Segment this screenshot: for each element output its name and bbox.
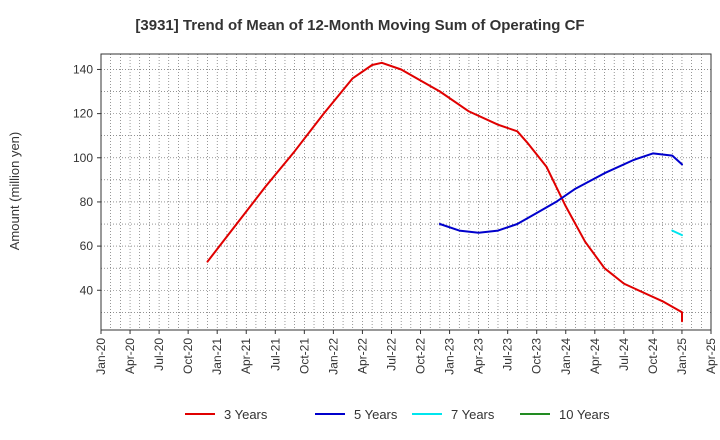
series-line-3-years	[206, 61, 683, 323]
series-lines	[206, 61, 683, 323]
x-tick-label: Jul-22	[384, 338, 398, 371]
y-tick-label: 60	[80, 239, 94, 253]
x-tick-label: Jul-21	[268, 338, 282, 371]
y-tick-label: 120	[73, 107, 93, 121]
x-tick-label: Oct-23	[530, 338, 544, 374]
x-tick-label: Jan-23	[443, 338, 457, 375]
x-tick-label: Apr-25	[704, 338, 718, 374]
chart-title: [3931] Trend of Mean of 12-Month Moving …	[135, 17, 584, 34]
legend-label: 7 Years	[451, 407, 495, 422]
y-tick-label: 100	[73, 151, 93, 165]
legend-label: 3 Years	[224, 407, 268, 422]
x-tick-label: Jul-23	[501, 338, 515, 371]
x-tick-label: Jan-20	[94, 338, 108, 375]
x-tick-label: Jul-20	[152, 338, 166, 371]
x-tick-label: Oct-24	[646, 338, 660, 374]
legend: 3 Years 5 Years 7 Years 10 Years	[185, 407, 610, 422]
series-line-7-years	[671, 229, 683, 237]
x-tick-label: Oct-20	[181, 338, 195, 374]
x-tick-label: Jul-24	[617, 338, 631, 371]
x-tick-label: Jan-25	[675, 338, 689, 375]
grid	[100, 54, 712, 330]
series-line-5-years	[438, 152, 683, 234]
plot-frame	[100, 53, 712, 331]
x-tick-label: Oct-22	[414, 338, 428, 374]
y-axis-label: Amount (million yen)	[7, 132, 22, 251]
x-tick-label: Apr-22	[355, 338, 369, 374]
y-tick-label: 40	[80, 283, 94, 297]
y-tick-label: 140	[73, 62, 93, 76]
axes: 40 60 80 100 120 140 Jan-20 Apr-20 Jul-20 Oct-20 J…	[73, 53, 718, 375]
x-tick-label: Apr-23	[472, 338, 486, 374]
x-tick-label: Apr-21	[239, 338, 253, 374]
x-tick-label: Apr-24	[588, 338, 602, 374]
legend-label: 5 Years	[354, 407, 398, 422]
x-tick-label: Jan-21	[210, 338, 224, 375]
x-tick-label: Jan-22	[326, 338, 340, 375]
legend-label: 10 Years	[559, 407, 610, 422]
x-tick-label: Oct-21	[297, 338, 311, 374]
x-tick-label: Jan-24	[559, 338, 573, 375]
x-tick-label: Apr-20	[123, 338, 137, 374]
y-tick-label: 80	[80, 195, 94, 209]
